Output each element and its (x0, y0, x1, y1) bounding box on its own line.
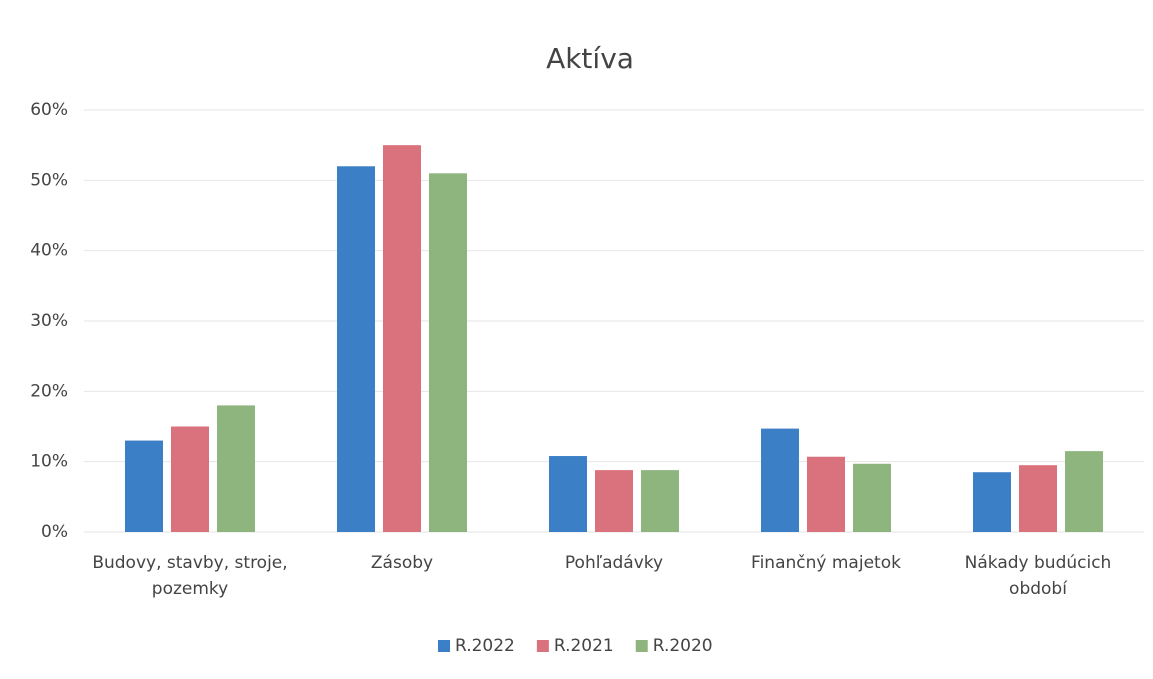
x-tick-label: Budovy, stavby, stroje, pozemky (92, 553, 288, 599)
bar (125, 440, 163, 532)
y-tick-label: 20% (30, 381, 68, 401)
bar (549, 456, 587, 532)
legend-label: R.2020 (653, 636, 713, 656)
x-tick-label: Zásoby (370, 553, 434, 573)
bar (595, 470, 633, 532)
x-tick-label: Finančný majetok (751, 553, 901, 573)
legend-label: R.2022 (455, 636, 515, 656)
bar (853, 463, 891, 532)
bar (1065, 451, 1103, 532)
legend-label: R.2021 (554, 636, 614, 656)
x-tick-label: Pohľadávky (564, 553, 664, 573)
legend-swatch (635, 640, 648, 652)
bar (973, 472, 1011, 532)
bar (383, 145, 421, 532)
bar (761, 428, 799, 532)
bar (807, 456, 845, 532)
y-tick-label: 30% (30, 311, 68, 331)
chart-title: Aktíva (546, 42, 634, 75)
bar (429, 173, 467, 533)
bar (217, 405, 255, 532)
y-tick-label: 0% (41, 522, 68, 542)
bar (1019, 465, 1057, 532)
legend-swatch (536, 640, 549, 652)
y-tick-label: 50% (30, 170, 68, 190)
bar (337, 166, 375, 532)
bar (171, 426, 209, 532)
x-tick-label: Nákady budúcich období (964, 553, 1112, 599)
bar (641, 470, 679, 532)
legend-swatch (438, 640, 450, 652)
y-tick-label: 40% (30, 241, 68, 261)
y-tick-label: 10% (30, 452, 68, 472)
y-tick-label: 60% (30, 100, 68, 120)
